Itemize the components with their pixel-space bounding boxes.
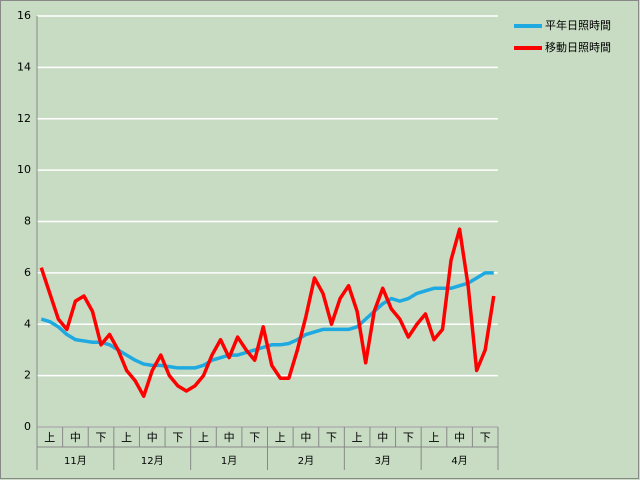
y-tick-label: 10 bbox=[17, 163, 31, 176]
y-tick-label: 8 bbox=[24, 215, 31, 228]
y-tick-label: 12 bbox=[17, 112, 31, 125]
month-label: 11月 bbox=[64, 455, 87, 467]
x-tick-label: 下 bbox=[480, 431, 491, 444]
x-tick-label: 中 bbox=[147, 431, 158, 444]
y-tick-label: 6 bbox=[24, 266, 31, 279]
y-tick-label: 14 bbox=[17, 60, 31, 73]
month-label: 2月 bbox=[298, 455, 314, 467]
x-tick-label: 上 bbox=[121, 431, 132, 444]
x-tick-label: 中 bbox=[454, 431, 465, 444]
x-tick-label: 中 bbox=[300, 431, 311, 444]
legend-label: 平年日照時間 bbox=[545, 18, 611, 32]
x-tick-label: 中 bbox=[377, 431, 388, 444]
x-tick-label: 上 bbox=[44, 431, 55, 444]
legend-label: 移動日照時間 bbox=[545, 40, 611, 54]
y-tick-label: 0 bbox=[24, 420, 31, 433]
x-tick-label: 上 bbox=[275, 431, 286, 444]
x-tick-label: 下 bbox=[403, 431, 414, 444]
x-tick-label: 上 bbox=[198, 431, 209, 444]
x-tick-label: 上 bbox=[428, 431, 439, 444]
month-label: 1月 bbox=[221, 455, 237, 467]
x-tick-label: 中 bbox=[70, 431, 81, 444]
y-tick-label: 4 bbox=[24, 317, 31, 330]
month-label: 3月 bbox=[375, 455, 391, 467]
x-tick-label: 下 bbox=[96, 431, 107, 444]
x-tick-label: 下 bbox=[326, 431, 337, 444]
series-line bbox=[39, 227, 496, 398]
x-tick-label: 下 bbox=[172, 431, 183, 444]
month-label: 4月 bbox=[451, 455, 467, 467]
month-label: 12月 bbox=[141, 455, 164, 467]
y-tick-label: 16 bbox=[17, 9, 31, 22]
y-tick-label: 2 bbox=[24, 369, 31, 382]
x-tick-label: 下 bbox=[249, 431, 260, 444]
x-tick-label: 上 bbox=[352, 431, 363, 444]
x-tick-label: 中 bbox=[224, 431, 235, 444]
